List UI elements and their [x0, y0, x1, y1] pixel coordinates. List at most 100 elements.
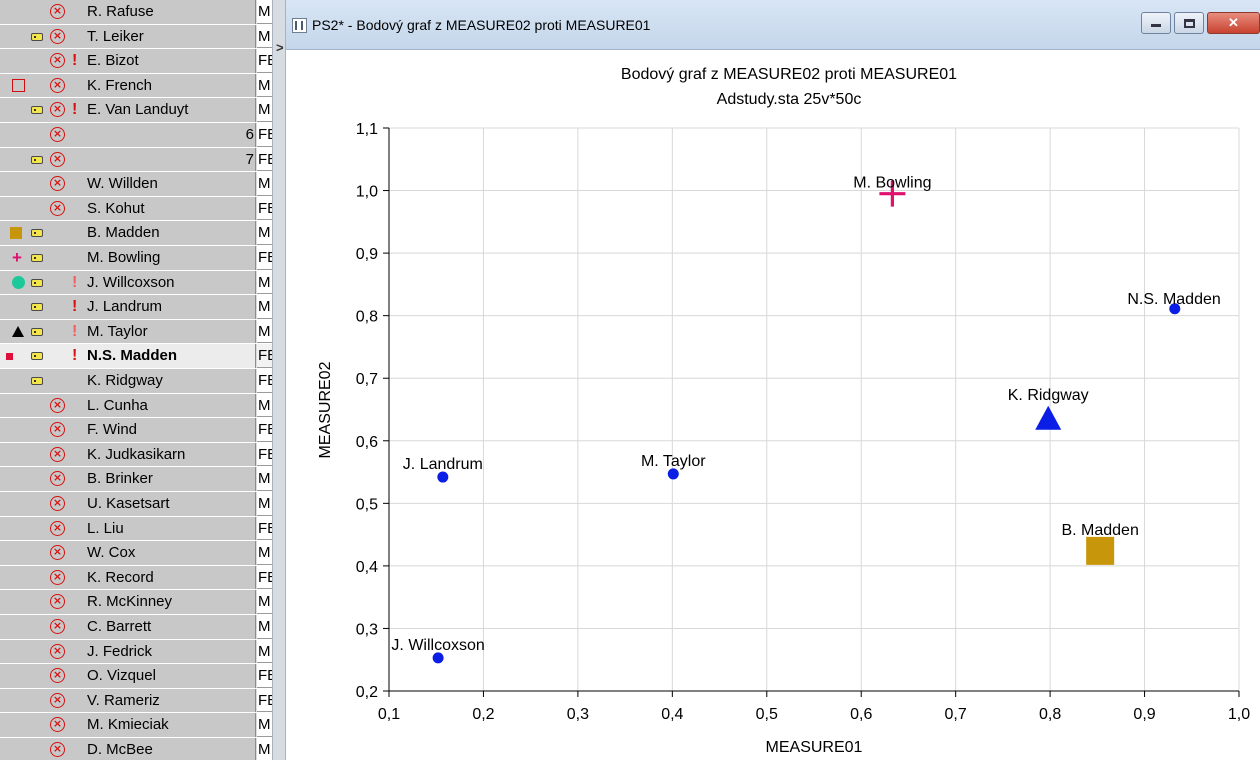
- row-header[interactable]: [0, 639, 256, 664]
- minimize-button[interactable]: [1141, 12, 1171, 34]
- gender-cell[interactable]: FE: [257, 516, 272, 541]
- gender-cell[interactable]: M: [257, 541, 272, 565]
- close-button[interactable]: ✕: [1207, 12, 1260, 34]
- table-row[interactable]: + M. Bowling FE: [0, 246, 272, 271]
- table-row[interactable]: × O. Vizquel FE: [0, 664, 272, 689]
- table-row[interactable]: ! J. Landrum M: [0, 295, 272, 320]
- row-header[interactable]: [0, 221, 256, 245]
- table-row[interactable]: × D. McBee M: [0, 738, 272, 760]
- table-row[interactable]: ! N.S. Madden FE: [0, 344, 272, 369]
- gender-cell[interactable]: M: [257, 73, 272, 98]
- gender-cell[interactable]: M: [257, 0, 272, 24]
- table-row[interactable]: ! M. Taylor M: [0, 319, 272, 345]
- gender-cell[interactable]: M: [257, 467, 272, 491]
- table-row[interactable]: × U. Kasetsart M: [0, 492, 272, 517]
- row-header[interactable]: [0, 688, 256, 713]
- row-header[interactable]: [0, 516, 256, 541]
- row-header[interactable]: [0, 393, 256, 418]
- gender-cell[interactable]: FE: [257, 196, 272, 221]
- table-row[interactable]: × R. Rafuse M: [0, 0, 272, 25]
- row-header[interactable]: [0, 418, 256, 442]
- table-row[interactable]: ! J. Willcoxson M: [0, 270, 272, 296]
- table-row[interactable]: × L. Liu FE: [0, 516, 272, 542]
- row-header[interactable]: [0, 344, 256, 368]
- row-header[interactable]: [0, 196, 256, 221]
- row-header[interactable]: [0, 319, 256, 344]
- gender-cell[interactable]: M: [257, 319, 272, 344]
- gender-cell[interactable]: M: [257, 24, 272, 49]
- table-row[interactable]: B. Madden M: [0, 221, 272, 246]
- row-header[interactable]: [0, 442, 256, 467]
- gender-cell[interactable]: FE: [257, 49, 272, 73]
- row-header[interactable]: [0, 615, 256, 639]
- row-header[interactable]: [0, 73, 256, 98]
- row-header[interactable]: [0, 123, 256, 147]
- gender-cell[interactable]: FE: [257, 418, 272, 442]
- table-row[interactable]: × V. Rameriz FE: [0, 688, 272, 714]
- gender-cell[interactable]: M: [257, 270, 272, 295]
- table-row[interactable]: × W. Willden M: [0, 172, 272, 197]
- gender-cell[interactable]: FE: [257, 246, 272, 270]
- table-row[interactable]: × T. Leiker M: [0, 24, 272, 50]
- scatter-chart[interactable]: Bodový graf z MEASURE02 proti MEASURE01 A…: [286, 51, 1260, 760]
- row-header[interactable]: [0, 369, 256, 393]
- table-row[interactable]: × S. Kohut FE: [0, 196, 272, 222]
- row-header[interactable]: [0, 0, 256, 24]
- row-header[interactable]: [0, 24, 256, 49]
- table-row[interactable]: × 7FE: [0, 147, 272, 173]
- table-row[interactable]: × F. Wind FE: [0, 418, 272, 443]
- gender-cell[interactable]: M: [257, 615, 272, 639]
- table-row[interactable]: × K. French M: [0, 73, 272, 99]
- gender-cell[interactable]: M: [257, 393, 272, 418]
- gender-cell[interactable]: FE: [257, 565, 272, 590]
- table-row[interactable]: × K. Record FE: [0, 565, 272, 591]
- row-header[interactable]: [0, 664, 256, 688]
- row-header[interactable]: [0, 98, 256, 122]
- gender-cell[interactable]: M: [257, 639, 272, 664]
- row-header[interactable]: [0, 49, 256, 73]
- gender-cell[interactable]: FE: [257, 147, 272, 172]
- gender-cell[interactable]: M: [257, 492, 272, 516]
- table-row[interactable]: × K. Judkasikarn FE: [0, 442, 272, 468]
- row-header[interactable]: [0, 172, 256, 196]
- row-header[interactable]: [0, 467, 256, 491]
- gender-cell[interactable]: M: [257, 738, 272, 760]
- row-header[interactable]: [0, 738, 256, 760]
- row-header[interactable]: [0, 147, 256, 172]
- table-row[interactable]: × R. McKinney M: [0, 590, 272, 615]
- gender-cell[interactable]: M: [257, 172, 272, 196]
- pane-splitter[interactable]: >: [272, 0, 286, 760]
- gender-cell[interactable]: M: [257, 713, 272, 737]
- table-row[interactable]: × M. Kmieciak M: [0, 713, 272, 738]
- gender-cell[interactable]: FE: [257, 369, 272, 393]
- table-row[interactable]: × L. Cunha M: [0, 393, 272, 419]
- expand-arrow-icon[interactable]: >: [276, 40, 284, 55]
- row-header[interactable]: [0, 295, 256, 319]
- table-row[interactable]: K. Ridgway FE: [0, 369, 272, 394]
- gender-cell[interactable]: FE: [257, 442, 272, 467]
- row-header[interactable]: [0, 246, 256, 270]
- table-row[interactable]: × 6FE: [0, 123, 272, 148]
- gender-cell[interactable]: FE: [257, 688, 272, 713]
- table-row[interactable]: ×! E. Bizot FE: [0, 49, 272, 74]
- gender-cell[interactable]: M: [257, 221, 272, 245]
- gender-cell[interactable]: M: [257, 590, 272, 614]
- row-header[interactable]: [0, 270, 256, 295]
- gender-cell[interactable]: FE: [257, 123, 272, 147]
- maximize-button[interactable]: [1174, 12, 1204, 34]
- plot-area[interactable]: Bodový graf z MEASURE02 proti MEASURE01 A…: [286, 51, 1260, 760]
- gender-cell[interactable]: M: [257, 98, 272, 122]
- table-row[interactable]: ×! E. Van Landuyt M: [0, 98, 272, 123]
- row-header[interactable]: [0, 565, 256, 590]
- gender-cell[interactable]: FE: [257, 664, 272, 688]
- table-row[interactable]: × W. Cox M: [0, 541, 272, 566]
- window-titlebar[interactable]: PS2* - Bodový graf z MEASURE02 proti MEA…: [286, 0, 1260, 50]
- row-header[interactable]: [0, 590, 256, 614]
- table-row[interactable]: × B. Brinker M: [0, 467, 272, 492]
- table-row[interactable]: × C. Barrett M: [0, 615, 272, 640]
- row-header[interactable]: [0, 541, 256, 565]
- row-header[interactable]: [0, 713, 256, 737]
- gender-cell[interactable]: FE: [257, 344, 272, 368]
- row-header[interactable]: [0, 492, 256, 516]
- table-row[interactable]: × J. Fedrick M: [0, 639, 272, 665]
